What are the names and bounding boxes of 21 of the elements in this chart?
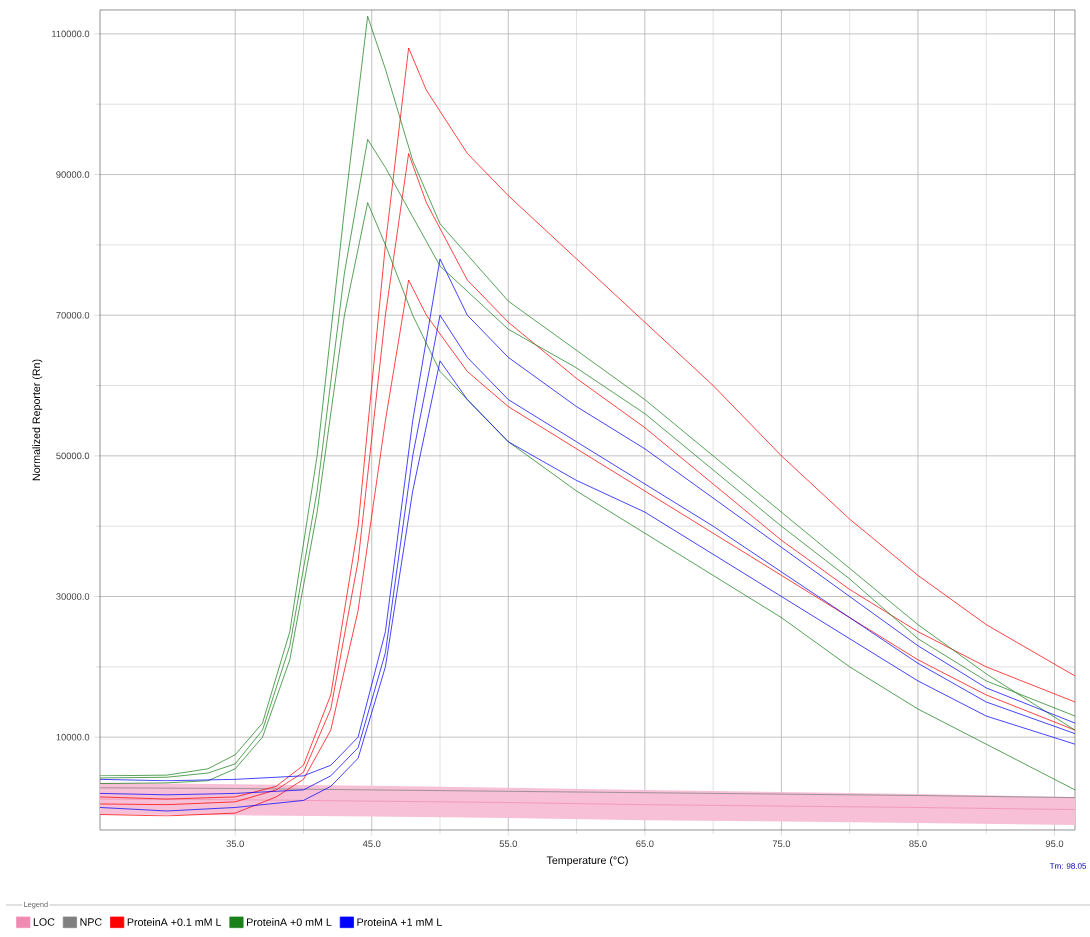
y-tick-label: 110000.0 — [52, 30, 90, 38]
x-tick-label: 35.0 — [226, 840, 244, 847]
y-axis-title: Normalized Reporter (Rn) — [32, 359, 43, 481]
legend-label: NPC — [80, 918, 102, 926]
x-tick-label: 85.0 — [909, 840, 927, 847]
x-axis-title: Temperature (°C) — [546, 856, 628, 867]
x-tick-label: 75.0 — [772, 840, 791, 847]
text: Tm: 98.05 — [1049, 863, 1087, 869]
legend-label: ProteinA +0.1 mM L — [127, 918, 222, 926]
legend-label: ProteinA +0 mM L — [247, 918, 332, 926]
y-tick-label: 30000.0 — [56, 593, 90, 600]
y-tick-label: 70000.0 — [56, 311, 90, 319]
legend-label: LOC — [33, 918, 55, 926]
x-tick-label: 95.0 — [1045, 840, 1064, 847]
y-tick-label: 50000.0 — [56, 452, 90, 460]
x-tick-label: 65.0 — [636, 840, 654, 847]
y-tick-label: 10000.0 — [56, 733, 90, 741]
x-tick-label: 45.0 — [362, 840, 381, 847]
legend-label: ProteinA +1 mM L — [357, 918, 442, 926]
y-tick-label: 90000.0 — [56, 171, 90, 178]
x-tick-label: 55.0 — [499, 840, 518, 847]
